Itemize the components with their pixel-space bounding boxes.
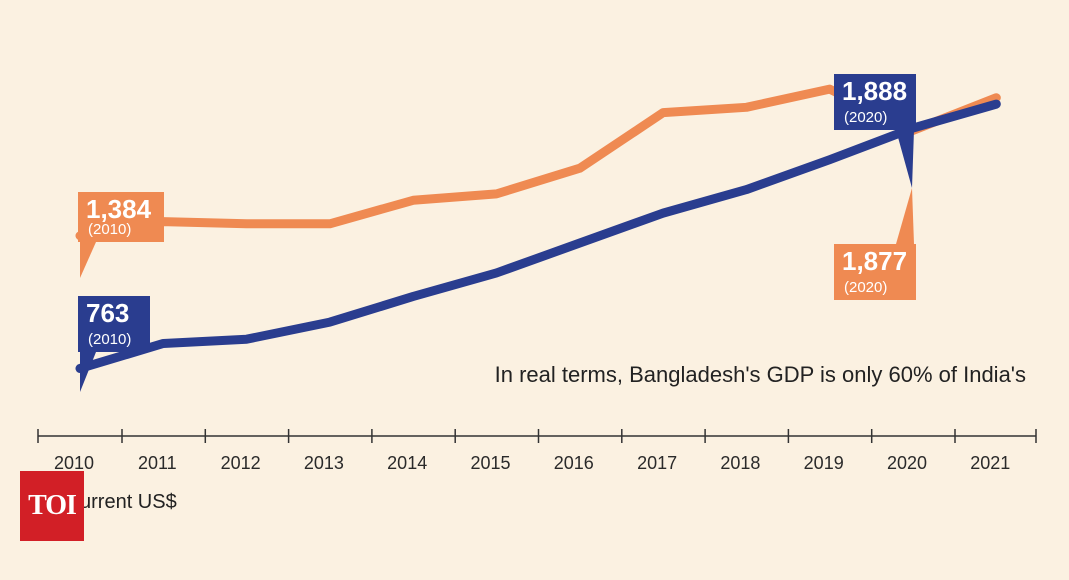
- callout-year: (2010): [88, 331, 131, 348]
- x-tick-label: 2018: [720, 453, 760, 473]
- callout-box: [78, 296, 150, 352]
- callout-box: [834, 244, 916, 300]
- unit-label: urrent US$: [80, 491, 177, 513]
- x-tick-label: 2016: [554, 453, 594, 473]
- x-tick-label: 2015: [470, 453, 510, 473]
- x-tick-label: 2012: [221, 453, 261, 473]
- callout-pointer: [896, 130, 914, 188]
- callout-year: (2020): [844, 279, 887, 296]
- annotation-text: In real terms, Bangladesh's GDP is only …: [495, 362, 1026, 387]
- x-tick-label: 2017: [637, 453, 677, 473]
- x-tick-label: 2021: [970, 453, 1010, 473]
- callout-bangladesh-2: 1,888 (2020): [834, 74, 916, 188]
- callout-india-0: 1,384(2010): [78, 192, 164, 278]
- callout-box: [834, 74, 916, 130]
- callout-pointer: [80, 352, 96, 392]
- series-lines: [75, 84, 1001, 373]
- x-axis: 2010 2011 2012 2013 2014 2015 2016 2017 2018 2019…: [37, 429, 1037, 473]
- callout-value: 1,888: [842, 76, 907, 106]
- x-tick-label: 2011: [138, 453, 177, 473]
- toi-logo: TOI: [20, 471, 84, 541]
- x-tick-label: 2019: [804, 453, 844, 473]
- callouts: 1,384(2010)763(2010)1,888(2020)1,877(202…: [78, 74, 916, 392]
- callout-year: (2020): [844, 109, 887, 126]
- x-tick-label: 2020: [887, 453, 927, 473]
- callout-pointer: [80, 242, 96, 278]
- callout-value: 1,877: [842, 246, 907, 276]
- callout-box: [78, 192, 164, 242]
- x-tick-label: 2013: [304, 453, 344, 473]
- callout-india-3: 1,877 (2020): [834, 188, 916, 300]
- callout-bangladesh-1: 763 (2010): [78, 296, 150, 392]
- callout-pointer: [896, 188, 914, 244]
- x-tick-label: 2010: [54, 453, 94, 473]
- callout-year: (2010): [88, 221, 131, 238]
- callout-value: 1,384: [86, 194, 152, 224]
- series-line-bangladesh: [75, 99, 1001, 373]
- callout-value: 763: [86, 298, 129, 328]
- x-tick-label: 2014: [387, 453, 427, 473]
